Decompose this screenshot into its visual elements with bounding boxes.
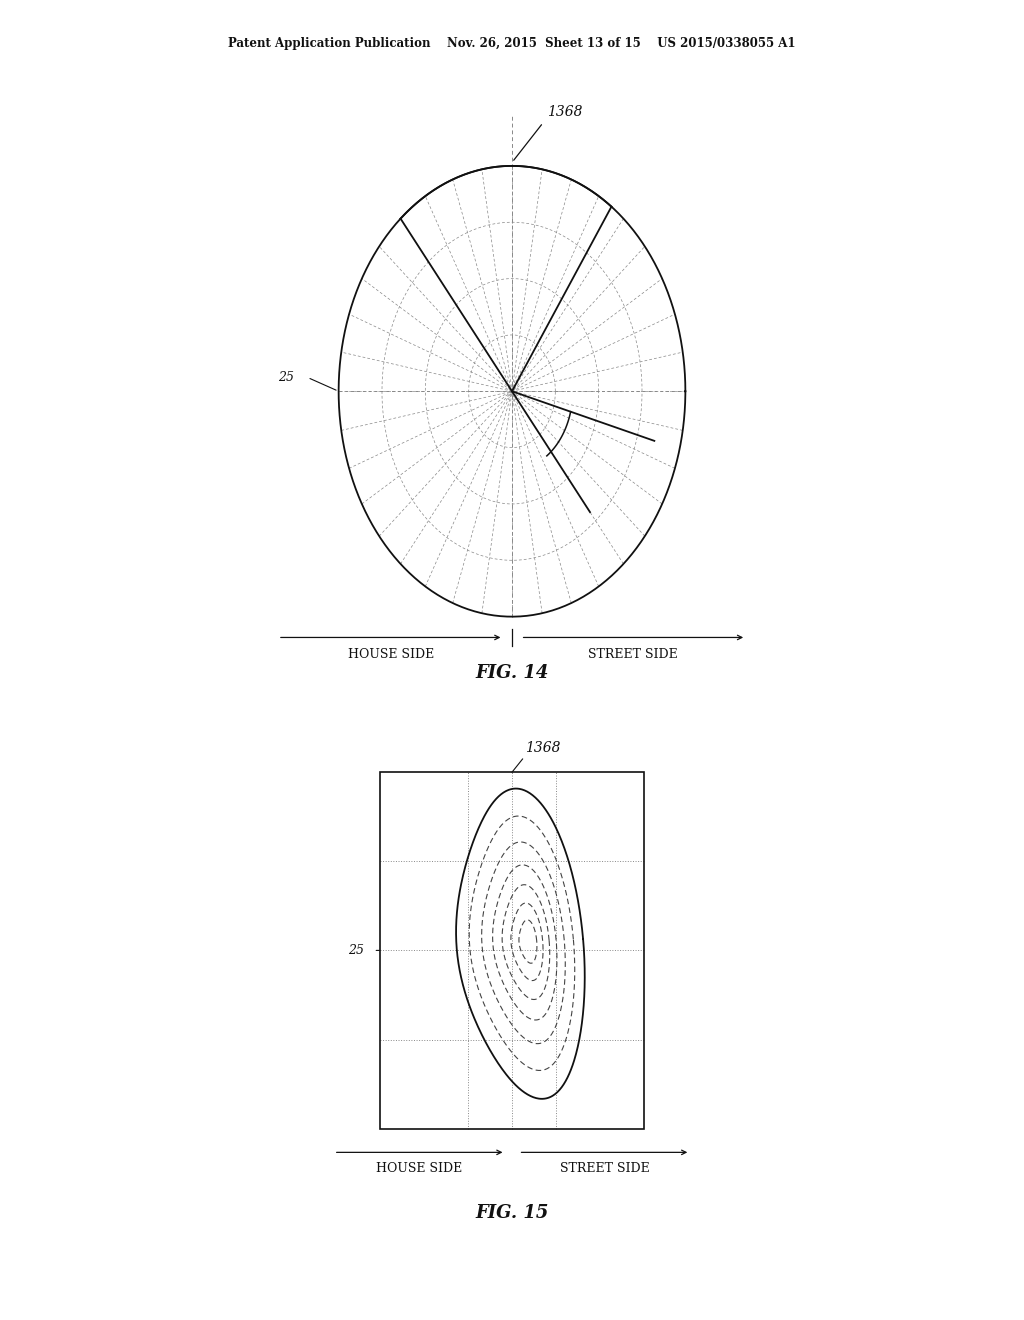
Text: 1368: 1368 bbox=[525, 741, 561, 755]
Bar bbox=[380, 772, 644, 1129]
Text: STREET SIDE: STREET SIDE bbox=[559, 1162, 649, 1175]
Text: 25: 25 bbox=[348, 944, 365, 957]
Text: 25: 25 bbox=[278, 371, 294, 384]
Text: FIG. 14: FIG. 14 bbox=[475, 664, 549, 682]
Text: Patent Application Publication    Nov. 26, 2015  Sheet 13 of 15    US 2015/03380: Patent Application Publication Nov. 26, … bbox=[228, 37, 796, 50]
Text: HOUSE SIDE: HOUSE SIDE bbox=[347, 648, 434, 661]
Text: STREET SIDE: STREET SIDE bbox=[589, 648, 678, 661]
Text: FIG. 15: FIG. 15 bbox=[475, 1204, 549, 1222]
Text: 1368: 1368 bbox=[547, 106, 583, 119]
Text: HOUSE SIDE: HOUSE SIDE bbox=[377, 1162, 463, 1175]
